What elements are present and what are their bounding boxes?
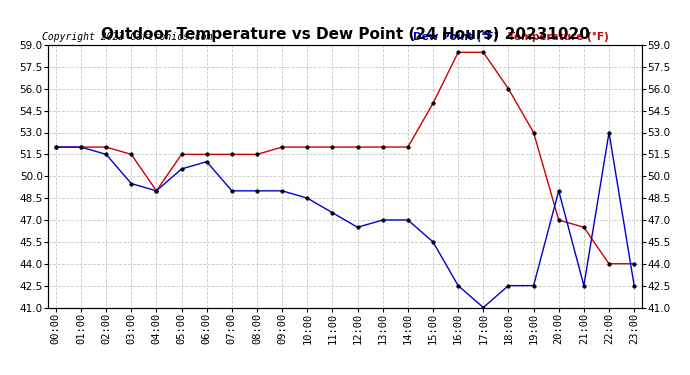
Text: Copyright 2023 Cartronics.com: Copyright 2023 Cartronics.com [42, 32, 213, 42]
Text: Temperature (°F): Temperature (°F) [509, 32, 609, 42]
Text: Dew Point (°F): Dew Point (°F) [413, 32, 498, 42]
Title: Outdoor Temperature vs Dew Point (24 Hours) 20231020: Outdoor Temperature vs Dew Point (24 Hou… [101, 27, 589, 42]
